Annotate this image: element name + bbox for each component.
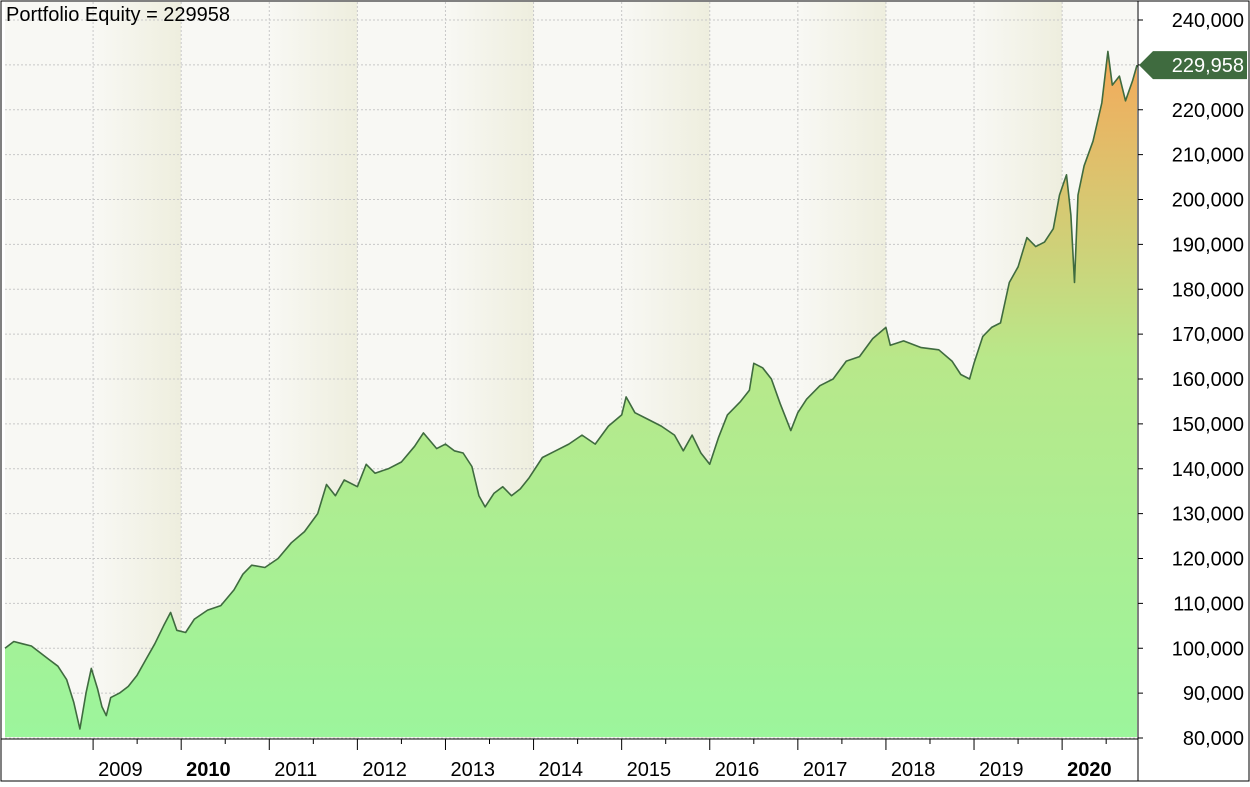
y-axis: 80,000 90,000 100,000 110,000 120,000 130,000… — [1138, 10, 1244, 750]
y-tick-label: 100,000 — [1172, 638, 1244, 660]
x-tick-label: 2020 — [1067, 759, 1112, 781]
x-tick-label: 2014 — [539, 759, 584, 781]
y-tick-label: 140,000 — [1172, 459, 1244, 481]
x-tick-label: 2017 — [803, 759, 848, 781]
y-tick-label: 170,000 — [1172, 324, 1244, 346]
y-tick-label: 180,000 — [1172, 279, 1244, 301]
x-tick-label: 2019 — [979, 759, 1024, 781]
x-axis: 2009 2010 2011 2012 2013 2014 2015 2016 2017 2018… — [92, 739, 1112, 781]
year-band — [93, 2, 182, 738]
y-tick-label: 210,000 — [1172, 145, 1244, 167]
y-tick-label: 190,000 — [1172, 234, 1244, 256]
chart-title: Portfolio Equity = 229958 — [6, 4, 231, 26]
equity-line — [4, 50, 1138, 730]
y-tick-label: 80,000 — [1183, 728, 1244, 750]
y-tick-label: 220,000 — [1172, 100, 1244, 122]
x-tick-label: 2018 — [891, 759, 936, 781]
equity-area-fill — [5, 51, 1137, 737]
y-tick-label: 90,000 — [1183, 683, 1244, 705]
year-band — [5, 2, 94, 738]
last-value-tag — [1139, 51, 1247, 80]
x-tick-label: 2011 — [274, 759, 317, 781]
y-tick-label: 120,000 — [1172, 549, 1244, 571]
last-value-label: 229,958 — [1172, 55, 1244, 77]
x-tick-label: 2009 — [98, 759, 143, 781]
x-tick-label: 2016 — [715, 759, 760, 781]
x-tick-label: 2010 — [186, 759, 231, 781]
y-tick-label: 200,000 — [1172, 190, 1244, 212]
y-tick-label: 130,000 — [1172, 504, 1244, 526]
y-tick-label: 240,000 — [1172, 10, 1244, 32]
x-tick-label: 2013 — [450, 759, 495, 781]
equity-area — [4, 50, 1138, 737]
y-tick-label: 110,000 — [1173, 593, 1244, 615]
x-tick-label: 2012 — [362, 759, 407, 781]
last-value-marker: 229,958 — [1139, 51, 1247, 80]
y-tick-label: 160,000 — [1172, 369, 1244, 391]
x-tick-label: 2015 — [627, 759, 672, 781]
y-tick-label: 150,000 — [1172, 414, 1244, 436]
